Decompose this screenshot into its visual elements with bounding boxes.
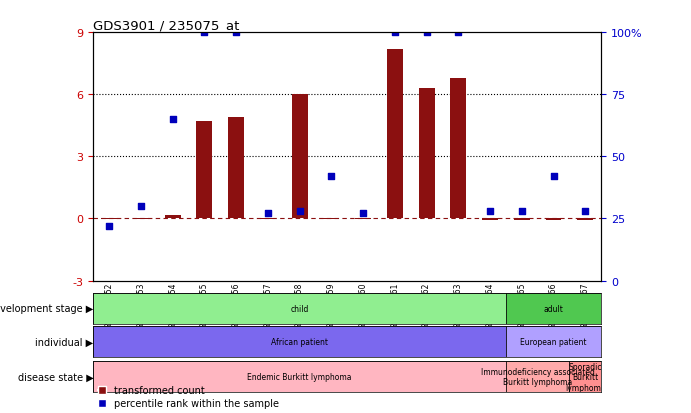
Text: Endemic Burkitt lymphoma: Endemic Burkitt lymphoma [247,373,352,381]
Text: African patient: African patient [271,337,328,346]
Bar [546,219,562,221]
Point [263,211,274,217]
Point [421,30,432,36]
Bar [228,118,244,219]
Bar [355,219,371,220]
Point [294,208,305,215]
Bar [93,293,506,324]
Bar [164,216,180,219]
Text: adult: adult [544,304,563,313]
Bar [387,50,403,219]
Text: disease state ▶: disease state ▶ [17,372,93,382]
Point [167,116,178,123]
Bar [93,326,506,357]
Point [326,173,337,180]
Point [484,208,495,215]
Bar [578,219,594,221]
Bar [569,361,601,392]
Bar [506,326,601,357]
Text: Sporadic
Burkitt
lymphoma: Sporadic Burkitt lymphoma [565,362,605,392]
Point [548,173,559,180]
Point [389,30,400,36]
Point [231,30,242,36]
Point [135,203,146,210]
Bar [514,219,530,221]
Text: Immunodeficiency associated
Burkitt lymphoma: Immunodeficiency associated Burkitt lymp… [481,367,595,387]
Bar [323,219,339,220]
Point [104,223,115,230]
Bar [101,219,117,220]
Bar [419,89,435,219]
Bar [482,219,498,221]
Point [453,30,464,36]
Text: GDS3901 / 235075_at: GDS3901 / 235075_at [93,19,240,32]
Point [199,30,210,36]
Legend: transformed count, percentile rank within the sample: transformed count, percentile rank withi… [98,385,278,408]
Point [580,208,591,215]
Point [357,211,368,217]
Text: European patient: European patient [520,337,587,346]
Bar [260,219,276,220]
Bar [506,361,569,392]
Bar [506,293,601,324]
Text: development stage ▶: development stage ▶ [0,304,93,314]
Bar [133,219,149,220]
Bar [93,361,506,392]
Text: child: child [290,304,309,313]
Text: individual ▶: individual ▶ [35,337,93,347]
Bar [196,122,212,219]
Point [516,208,527,215]
Bar [292,95,307,219]
Bar [451,78,466,219]
